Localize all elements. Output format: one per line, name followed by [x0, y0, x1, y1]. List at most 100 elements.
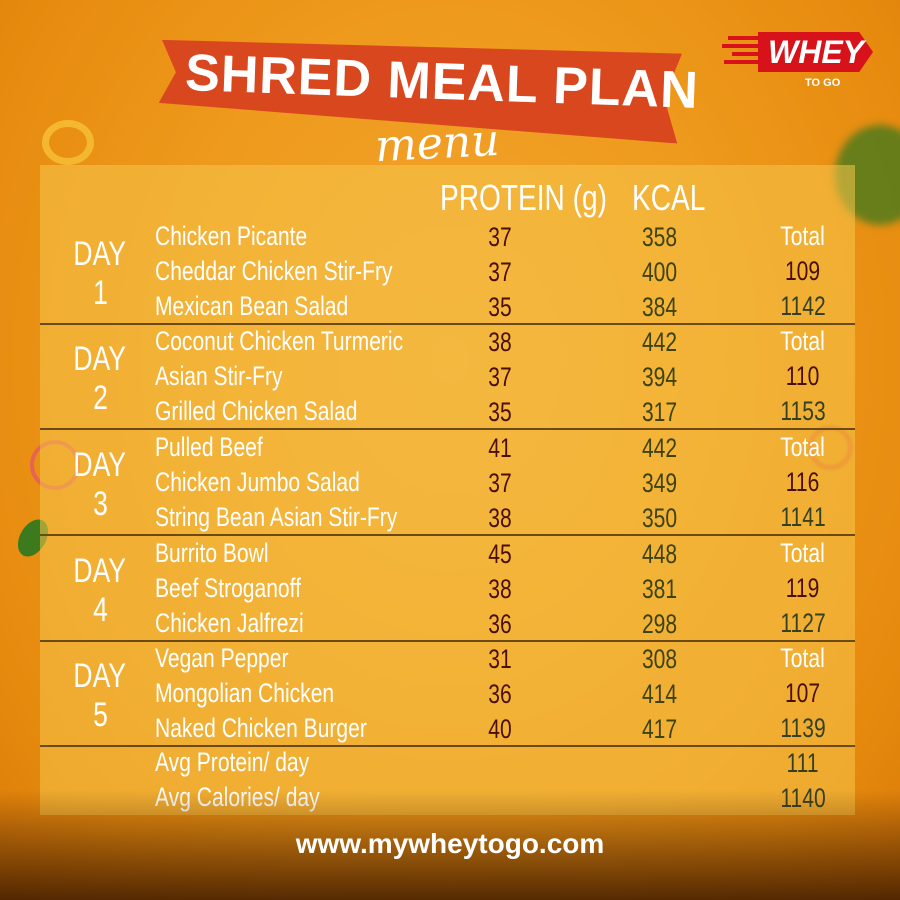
- meal-kcal: 442: [620, 431, 700, 465]
- day-label: DAY: [60, 236, 140, 272]
- total-kcal-text: 1141: [780, 502, 826, 532]
- meal-kcal-text: 358: [642, 222, 678, 252]
- meal-name: Chicken Jalfrezi: [155, 606, 346, 640]
- day-label: DAY: [60, 658, 140, 694]
- day-label: DAY: [60, 447, 140, 483]
- total-protein: 119: [763, 571, 843, 605]
- day-divider: [40, 534, 855, 536]
- meal-name-text: Cheddar Chicken Stir-Fry: [155, 256, 393, 286]
- meal-kcal-text: 394: [642, 362, 678, 392]
- meal-name: Pulled Beef: [155, 430, 293, 464]
- meal-name: Burrito Bowl: [155, 536, 301, 570]
- meal-protein: 37: [460, 255, 540, 289]
- meal-protein-text: 37: [488, 257, 512, 287]
- day-number-text: 2: [92, 379, 108, 417]
- meal-protein-text: 36: [488, 679, 512, 709]
- day-number-text: 5: [92, 696, 108, 734]
- day-number: 1: [60, 275, 140, 311]
- meal-name: Mongolian Chicken: [155, 676, 385, 710]
- meal-kcal: 381: [620, 572, 700, 606]
- meal-kcal: 442: [620, 325, 700, 359]
- day-divider: [40, 428, 855, 430]
- website-url[interactable]: www.mywheytogo.com: [295, 828, 605, 859]
- meal-name-text: Coconut Chicken Turmeric: [155, 326, 404, 356]
- meal-protein: 37: [460, 220, 540, 254]
- meal-kcal-text: 442: [642, 433, 678, 463]
- meal-name-text: Mongolian Chicken: [155, 678, 335, 708]
- meal-protein: 38: [460, 501, 540, 535]
- total-kcal-text: 1139: [780, 713, 826, 743]
- meal-kcal: 394: [620, 360, 700, 394]
- total-label-text: Total: [780, 221, 826, 251]
- total-label-text: Total: [780, 326, 826, 356]
- meal-name: Asian Stir-Fry: [155, 359, 319, 393]
- meal-name-text: Mexican Bean Salad: [155, 291, 349, 321]
- total-kcal: 1153: [763, 394, 843, 428]
- total-kcal: 1139: [763, 711, 843, 745]
- meal-protein: 36: [460, 607, 540, 641]
- meal-name: Coconut Chicken Turmeric: [155, 324, 473, 358]
- total-label-text: Total: [780, 432, 826, 462]
- total-label: Total: [763, 324, 843, 358]
- meal-kcal-text: 384: [642, 292, 678, 322]
- total-protein: 116: [763, 465, 843, 499]
- meal-protein: 36: [460, 677, 540, 711]
- total-protein: 110: [763, 359, 843, 393]
- meal-name: Mexican Bean Salad: [155, 289, 403, 323]
- day-label-text: DAY: [73, 657, 127, 695]
- total-label: Total: [763, 641, 843, 675]
- total-protein-text: 119: [786, 573, 820, 603]
- meal-name-text: Pulled Beef: [155, 432, 263, 462]
- footer-shade: [0, 790, 900, 900]
- day-number: 3: [60, 486, 140, 522]
- page-subtitle: menu: [373, 114, 501, 173]
- total-label-text: Total: [780, 538, 826, 568]
- meal-protein-text: 35: [488, 397, 512, 427]
- meal-kcal: 298: [620, 607, 700, 641]
- total-kcal-text: 1142: [780, 291, 826, 321]
- pepper-ring-decoration: [42, 120, 94, 165]
- meal-protein-text: 37: [488, 222, 512, 252]
- meal-protein: 45: [460, 537, 540, 571]
- meal-protein-text: 38: [488, 327, 512, 357]
- meal-kcal: 417: [620, 712, 700, 746]
- meal-name-text: Chicken Picante: [155, 221, 308, 251]
- meal-kcal: 358: [620, 220, 700, 254]
- day-number-text: 4: [92, 591, 108, 629]
- total-kcal-text: 1153: [780, 396, 826, 426]
- meal-kcal-text: 414: [642, 679, 678, 709]
- day-label: DAY: [60, 553, 140, 589]
- day-number: 5: [60, 697, 140, 733]
- total-label: Total: [763, 430, 843, 464]
- kcal-column-header: KCAL: [632, 177, 706, 218]
- total-protein: 109: [763, 254, 843, 288]
- meal-kcal-text: 448: [642, 539, 678, 569]
- day-label-text: DAY: [73, 340, 127, 378]
- meal-protein-text: 45: [488, 539, 512, 569]
- meal-name-text: Beef Stroganoff: [155, 573, 301, 603]
- protein-column-header: PROTEIN (g): [440, 177, 607, 218]
- meal-protein-text: 38: [488, 503, 512, 533]
- total-kcal: 1141: [763, 500, 843, 534]
- meal-kcal-text: 349: [642, 468, 678, 498]
- whey-to-go-logo: WHEY TO GO: [720, 27, 873, 89]
- day-label: DAY: [60, 341, 140, 377]
- meal-kcal-text: 442: [642, 327, 678, 357]
- day-number: 4: [60, 592, 140, 628]
- meal-protein: 35: [460, 290, 540, 324]
- day-divider: [40, 323, 855, 325]
- meal-name-text: Chicken Jumbo Salad: [155, 467, 360, 497]
- day-number-text: 3: [92, 485, 108, 523]
- meal-kcal: 448: [620, 537, 700, 571]
- total-label-text: Total: [780, 643, 826, 673]
- menu-table-panel: [40, 165, 855, 815]
- meal-protein: 31: [460, 642, 540, 676]
- meal-protein-text: 41: [488, 433, 512, 463]
- meal-name-text: Burrito Bowl: [155, 538, 269, 568]
- meal-protein: 38: [460, 325, 540, 359]
- meal-name: Grilled Chicken Salad: [155, 394, 415, 428]
- meal-name: String Bean Asian Stir-Fry: [155, 500, 466, 534]
- meal-kcal: 349: [620, 466, 700, 500]
- total-kcal: 1127: [763, 606, 843, 640]
